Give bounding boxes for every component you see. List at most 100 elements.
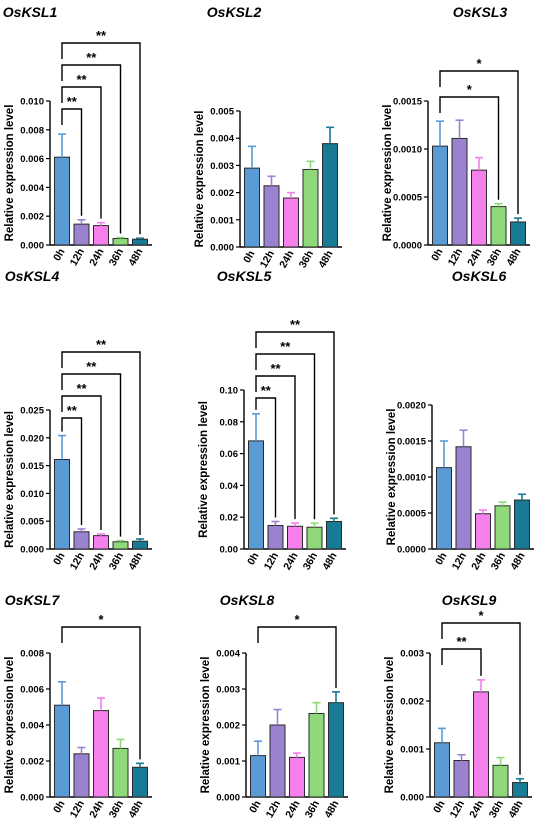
bar-0h <box>54 704 70 798</box>
bar-24h <box>471 169 487 246</box>
y-tick-label: 0.002 <box>20 212 44 223</box>
bar-36h <box>308 712 325 798</box>
x-tick-label: 24h <box>87 247 106 269</box>
bar-48h <box>132 540 148 550</box>
y-tick-label: 0.004 <box>20 721 44 732</box>
y-tick-label: 0.002 <box>400 697 424 708</box>
x-tick-label: 36h <box>297 249 316 271</box>
y-tick-label: 0.004 <box>210 134 234 145</box>
y-axis-label: Relative expression level <box>4 105 16 242</box>
y-tick-label: 0.000 <box>20 545 44 556</box>
significance-bracket <box>61 373 122 537</box>
bar-0h <box>432 145 448 246</box>
y-tick-label: 0.002 <box>216 721 240 732</box>
y-tick-label: 0.0000 <box>393 241 422 252</box>
y-tick-label: 0.08 <box>220 417 239 428</box>
x-tick-label: 48h <box>506 799 525 821</box>
x-tick-label: 48h <box>126 551 145 573</box>
bar-24h <box>473 691 489 798</box>
panel-OsKSL5: OsKSL5 Relative expression level 0.00 0.02 0… <box>198 268 346 572</box>
y-tick-label: 0.0005 <box>397 509 427 520</box>
y-tick-label: 0.004 <box>216 649 240 660</box>
significance-label: ** <box>96 28 107 43</box>
y-tick-label: 0.003 <box>210 161 234 172</box>
panel-OsKSL7: OsKSL7 Relative expression level 0.000 0.00… <box>4 592 152 820</box>
y-tick-label: 0.10 <box>220 386 239 397</box>
x-tick-label: 24h <box>277 249 296 271</box>
chart-title: OsKSL3 <box>453 4 508 20</box>
significance-label: * <box>467 82 473 97</box>
significance-bracket <box>61 108 83 216</box>
bar-12h <box>269 724 286 798</box>
bar-12h <box>453 760 470 798</box>
x-tick-label: 36h <box>489 551 508 573</box>
x-tick-label: 12h <box>264 799 283 821</box>
significance-label: * <box>294 612 300 627</box>
significance-label: ** <box>456 634 467 649</box>
bar-48h <box>132 766 148 798</box>
y-tick-label: 0.00 <box>220 545 239 556</box>
significance-bracket <box>255 331 335 515</box>
panel-OsKSL2: OsKSL2 Relative expression level 0.000 0.00… <box>194 4 342 270</box>
y-tick-label: 0.002 <box>20 757 44 768</box>
significance-label: ** <box>280 339 291 354</box>
chart-title: OsKSL2 <box>207 4 262 20</box>
y-tick-label: 0.000 <box>216 793 240 804</box>
significance-label: ** <box>67 403 78 418</box>
bar-12h <box>451 137 468 246</box>
bar-48h <box>132 238 148 246</box>
chart-title: OsKSL9 <box>442 592 497 608</box>
chart-title: OsKSL6 <box>452 268 507 284</box>
chart-title: OsKSL7 <box>5 592 61 608</box>
y-tick-label: 0.0015 <box>397 437 427 448</box>
bar-48h <box>512 782 528 798</box>
y-axis-label: Relative expression level <box>382 105 394 242</box>
y-axis-label: Relative expression level <box>4 657 16 794</box>
y-tick-label: 0.000 <box>20 793 44 804</box>
y-tick-label: 0.000 <box>400 793 424 804</box>
y-tick-label: 0.002 <box>210 188 234 199</box>
bar-0h <box>54 458 70 550</box>
bar-24h <box>283 197 299 248</box>
significance-bracket <box>61 626 141 760</box>
bar-24h <box>93 225 109 246</box>
bar-36h <box>492 764 509 798</box>
bar-48h <box>510 221 526 246</box>
x-tick-label: 36h <box>107 799 126 821</box>
x-tick-label: 12h <box>450 551 469 573</box>
x-tick-label: 12h <box>448 799 467 821</box>
x-tick-label: 12h <box>68 799 87 821</box>
y-tick-label: 0.000 <box>20 241 44 252</box>
bar-0h <box>434 742 450 798</box>
significance-label: ** <box>290 317 301 332</box>
chart-title: OsKSL5 <box>217 268 272 284</box>
x-tick-label: 36h <box>303 799 322 821</box>
bar-24h <box>93 710 109 798</box>
significance-bracket <box>441 648 482 676</box>
bar-36h <box>112 238 129 246</box>
significance-label: * <box>476 56 482 71</box>
x-tick-label: 0h <box>241 249 258 266</box>
y-tick-label: 0.04 <box>220 481 239 492</box>
y-tick-label: 0.0005 <box>393 193 423 204</box>
bar-24h <box>289 756 305 798</box>
panel-OsKSL1: OsKSL1 Relative expression level 0.000 0.00… <box>3 4 152 268</box>
x-tick-label: 0h <box>429 247 446 264</box>
y-tick-label: 0.003 <box>216 685 240 696</box>
x-tick-label: 12h <box>258 249 277 271</box>
y-tick-label: 0.025 <box>20 406 44 417</box>
bar-12h <box>455 446 472 550</box>
y-tick-label: 0.001 <box>400 745 424 756</box>
x-tick-label: 0h <box>247 799 264 816</box>
x-tick-label: 0h <box>433 551 450 568</box>
bar-0h <box>244 167 260 248</box>
y-tick-label: 0.02 <box>220 513 239 524</box>
y-axis-label: Relative expression level <box>200 657 212 794</box>
x-tick-label: 48h <box>322 799 341 821</box>
bar-24h <box>93 535 109 550</box>
significance-label: ** <box>96 337 107 352</box>
bar-12h <box>267 524 284 550</box>
x-tick-label: 0h <box>51 799 68 816</box>
y-tick-label: 0.003 <box>400 649 424 660</box>
